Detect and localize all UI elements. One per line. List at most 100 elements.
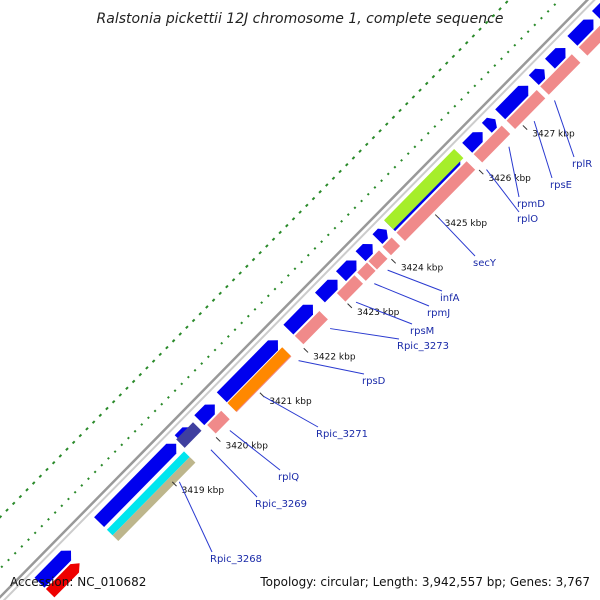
gc-dot <box>151 359 156 363</box>
cds-feature <box>283 304 313 335</box>
gc-dot <box>178 332 183 336</box>
scale-tick <box>171 481 177 487</box>
gc-dot <box>87 477 90 481</box>
gc-dot <box>40 524 44 528</box>
gc-dot <box>380 179 383 183</box>
gc-dot <box>520 37 523 40</box>
cds-feature <box>481 117 497 133</box>
gene-feature <box>368 250 388 270</box>
gene-label: rplR <box>572 159 592 170</box>
gc-dot <box>220 341 224 345</box>
gc-dot <box>366 192 370 196</box>
gc-dot <box>7 558 10 562</box>
cds-feature <box>528 68 546 85</box>
gc-dot <box>360 199 363 203</box>
scale-tick-label: 3420 kbp <box>226 442 269 452</box>
gc-dot <box>33 531 37 535</box>
gc-dot <box>305 203 309 208</box>
gene-leader-line <box>178 481 213 553</box>
gc-dot <box>240 321 244 325</box>
gc-dot <box>266 294 270 298</box>
gc-dot <box>306 253 310 257</box>
gc-dot <box>458 47 462 52</box>
gene-label: rpmJ <box>427 308 450 319</box>
gc-dot <box>411 95 416 99</box>
gc-dot <box>145 366 149 370</box>
gc-dot <box>200 362 204 365</box>
gc-dot <box>378 129 382 133</box>
cds-feature <box>34 550 72 588</box>
gc-dot <box>60 504 64 508</box>
gc-dot <box>446 111 450 115</box>
gene-feature <box>540 54 581 95</box>
gc-dot <box>180 382 184 386</box>
gc-dot <box>351 156 356 160</box>
gc-dot <box>318 190 322 194</box>
gene-leader-line <box>229 430 281 471</box>
cds-feature <box>462 132 483 153</box>
gc-dot <box>133 429 137 433</box>
gc-dot <box>198 311 202 316</box>
gc-dot <box>300 260 304 264</box>
navy-feature <box>176 422 202 448</box>
gc-dot <box>25 488 29 492</box>
gc-dot <box>424 81 429 86</box>
gc-dot <box>400 158 403 162</box>
gc-dot <box>27 538 30 542</box>
cds-feature <box>194 404 215 426</box>
scale-tick-label: 3421 kbp <box>269 397 312 407</box>
gc-dot <box>98 413 103 418</box>
gene-feature <box>45 563 80 598</box>
scale-tick-label: 3424 kbp <box>401 263 444 273</box>
gc-dot <box>384 122 389 126</box>
gene-label: rplO <box>517 214 538 225</box>
gc-dot <box>451 54 456 59</box>
khaki-feature <box>112 457 196 541</box>
gc-dot <box>298 210 302 214</box>
gc-dot <box>460 98 463 101</box>
gene-leader-line <box>298 360 365 375</box>
gc-dot <box>418 88 422 92</box>
gene-leader-line <box>486 169 520 213</box>
gc-dot <box>353 206 357 210</box>
gc-dot <box>358 149 362 153</box>
gc-dot <box>127 436 130 440</box>
gc-dot <box>120 443 124 447</box>
gc-dot <box>80 484 84 487</box>
gc-dot <box>100 463 104 467</box>
gc-dot <box>111 400 116 404</box>
gene-label: rpsM <box>410 326 434 337</box>
gc-dot <box>278 230 282 235</box>
gene-feature <box>207 410 230 434</box>
orange-feature <box>227 347 291 412</box>
scale-tick-label: 3419 kbp <box>182 486 225 496</box>
gc-dot <box>500 57 503 61</box>
gc-dot <box>340 219 344 223</box>
cds-feature <box>495 85 529 120</box>
gc-dot <box>513 43 517 47</box>
gc-dot <box>313 247 317 250</box>
gc-dot <box>404 101 409 106</box>
gc-dot <box>493 64 497 67</box>
gc-dot <box>105 406 109 411</box>
gc-dot <box>246 314 250 318</box>
gc-dot <box>426 131 430 135</box>
gene-leader-line <box>533 120 553 179</box>
gene-label: rpmD <box>517 199 545 210</box>
scale-tick-label: 3422 kbp <box>313 352 356 362</box>
gc-dot <box>253 307 257 311</box>
gene-leader-line <box>374 283 430 307</box>
gc-dot <box>13 551 17 555</box>
gene-leader-line <box>355 301 413 325</box>
gene-leader-line <box>508 146 520 198</box>
gc-dot <box>140 423 144 426</box>
gc-dot <box>11 501 16 506</box>
gc-dot <box>173 389 177 393</box>
gc-dot <box>118 393 123 397</box>
cds-feature <box>94 443 177 527</box>
gene-feature <box>506 90 546 129</box>
gc-dot <box>391 115 396 120</box>
